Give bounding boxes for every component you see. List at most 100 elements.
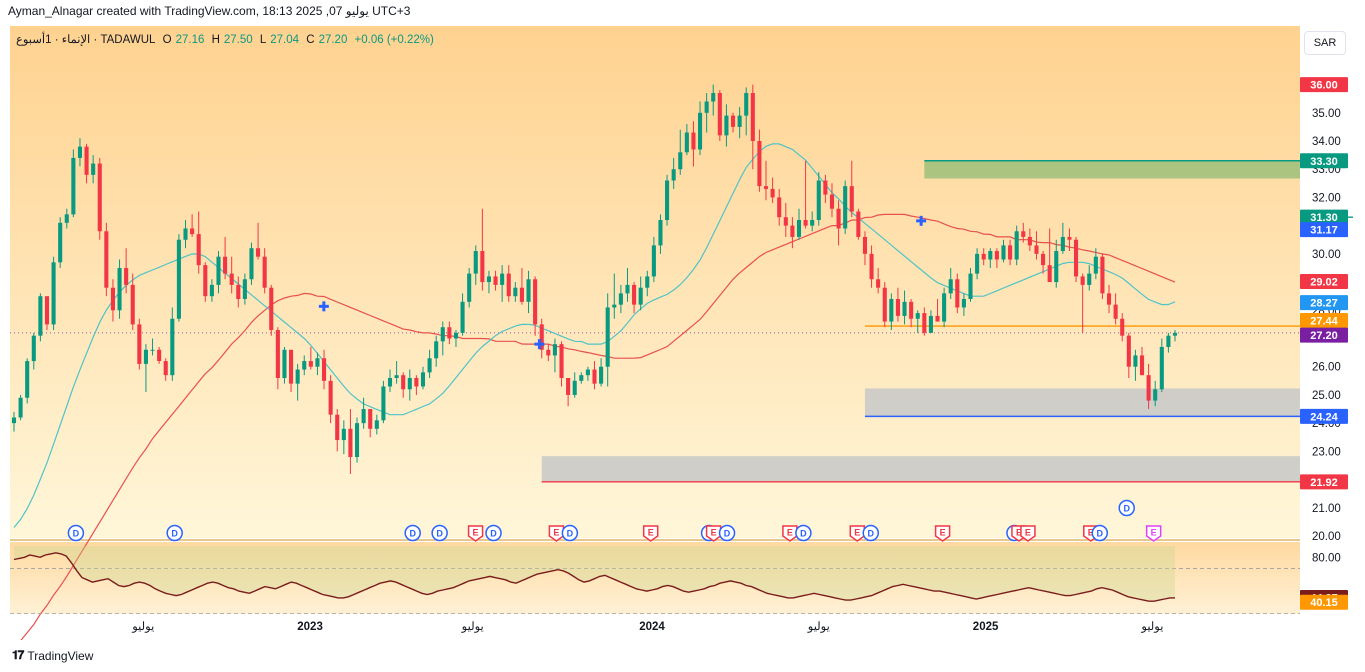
tradingview-logo[interactable]: 𝟏𝟕 TradingView — [12, 648, 93, 663]
time-axis-background — [10, 618, 1300, 640]
candle-body — [704, 101, 709, 113]
price-chart[interactable]: DDDDEDEDEDEDEDEDEDEEEDDE 36.0035.0034.00… — [10, 26, 1353, 640]
candle-body — [1054, 251, 1059, 283]
candle-body — [513, 287, 518, 297]
candle-body — [275, 330, 280, 378]
dividend-circle — [795, 524, 812, 542]
candle-body — [44, 296, 50, 325]
candle-body — [473, 251, 478, 274]
candle-body — [803, 220, 808, 226]
candle-body — [295, 369, 300, 384]
candle-body — [163, 361, 168, 376]
tradingview-logo-text: TradingView — [27, 648, 94, 663]
low-label: L — [259, 34, 267, 46]
earnings-shape — [1145, 525, 1162, 542]
candle-body — [948, 279, 953, 294]
earnings-icon: E — [467, 525, 484, 542]
candle-body — [684, 132, 689, 153]
earnings-shape — [1020, 525, 1036, 542]
dividend-letter: D — [1097, 528, 1104, 538]
candle-body — [183, 228, 188, 240]
candle-body — [341, 428, 346, 441]
earnings-icon: E — [1145, 525, 1162, 542]
candle-body — [711, 93, 716, 102]
candle-body — [651, 245, 656, 277]
candle-body — [348, 428, 353, 457]
price-tick-label: 30.00 — [1312, 249, 1341, 261]
candle-body — [453, 332, 459, 339]
price-tag: 27.20 — [1300, 327, 1348, 343]
candle-body — [262, 256, 267, 288]
time-tick-label: يوليو — [1140, 620, 1163, 633]
earnings-icon: E — [548, 525, 565, 542]
candle-body — [546, 349, 551, 356]
candle-body — [1100, 256, 1105, 294]
currency-button[interactable]: SAR — [1304, 31, 1346, 55]
candle-body — [988, 251, 993, 260]
candle-body — [440, 327, 445, 342]
earnings-shape — [782, 525, 798, 542]
candle-body — [829, 194, 835, 209]
dividend-letter: D — [409, 528, 416, 538]
candle-body — [612, 304, 617, 308]
tradingview-logo-icon: 𝟏𝟕 — [12, 648, 24, 662]
price-tag-text: 31.30 — [1310, 212, 1338, 224]
candle-body — [335, 414, 340, 441]
candle-body — [902, 301, 907, 316]
candle-body — [229, 273, 234, 285]
chart-area[interactable]: DDDDEDEDEDEDEDEDEDEEEDDE 36.0035.0034.00… — [10, 26, 1353, 640]
candle-body — [625, 284, 630, 294]
candle-body — [1139, 355, 1145, 376]
earnings-letter: E — [473, 528, 479, 538]
candle-body — [533, 279, 538, 325]
candle-body — [665, 180, 670, 220]
candle-body — [968, 273, 973, 299]
time-tick-label: يوليو — [461, 620, 484, 633]
close-value: 27.20 — [318, 34, 348, 46]
candle-body — [744, 93, 749, 116]
price-tag: 24.24 — [1300, 408, 1348, 424]
candle-body — [572, 380, 577, 395]
candle-body — [519, 287, 524, 302]
candle-body — [1014, 231, 1019, 260]
candle-body — [526, 279, 531, 302]
price-tag: 31.17 — [1300, 222, 1348, 238]
time-tick-label: 2025 — [973, 621, 999, 633]
candle-body — [737, 115, 742, 127]
candle-body — [401, 375, 406, 390]
symbol-name[interactable]: الإنماء · 1أسبوع · TADAWUL — [16, 34, 156, 46]
candle-body — [585, 369, 590, 376]
dividend-icon: D — [718, 524, 736, 542]
candle-body — [882, 287, 887, 322]
candle-body — [506, 273, 511, 297]
candle-body — [777, 197, 782, 218]
price-tag: 36.00 — [1300, 77, 1348, 93]
candle-body — [374, 420, 379, 429]
earnings-letter: E — [1151, 528, 1157, 538]
candle-body — [308, 361, 313, 367]
price-tag: 31.30 — [1300, 209, 1348, 225]
earnings-letter: E — [940, 528, 946, 538]
symbol-legend[interactable]: الإنماء · 1أسبوع · TADAWUL O 27.16 H 27.50… — [16, 32, 438, 46]
candle-body — [1153, 389, 1158, 401]
candle-body — [64, 214, 69, 223]
candle-body — [420, 372, 426, 387]
candle-body — [315, 358, 320, 367]
rsi-tick-label: 80.00 — [1312, 552, 1341, 564]
price-tag-text: 29.02 — [1310, 277, 1338, 289]
candle-body — [242, 279, 247, 299]
candle-body — [196, 234, 201, 266]
dividend-letter: D — [171, 528, 178, 538]
candle-body — [414, 378, 419, 387]
candle-body — [1060, 236, 1065, 252]
open-value: 27.16 — [175, 34, 205, 46]
candle-body — [157, 349, 162, 362]
time-tick-label: يوليو — [131, 620, 154, 633]
candle-body — [750, 93, 755, 141]
earnings-icon: E — [934, 525, 951, 542]
candle-body — [460, 301, 465, 333]
candle-body — [605, 307, 610, 367]
earnings-shape — [849, 525, 866, 542]
dividend-icon: D — [795, 524, 812, 542]
price-tag-text: 33.30 — [1310, 156, 1338, 168]
